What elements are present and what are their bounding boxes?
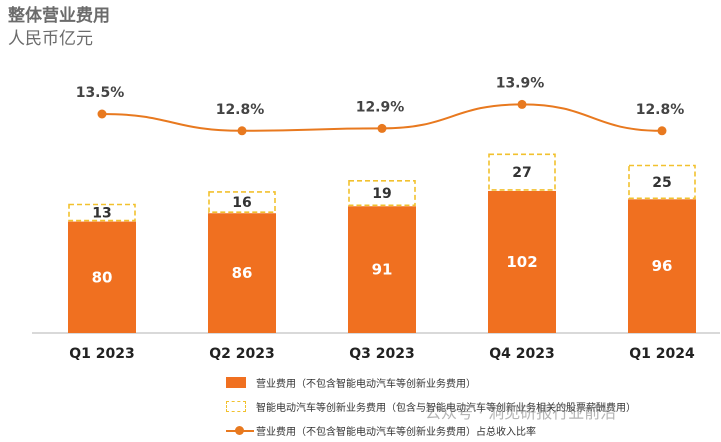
legend-label-operating-expense: 营业费用（不包含智能电动汽车等创新业务费用） <box>256 378 476 390</box>
legend-swatch-dashed <box>226 400 246 412</box>
ratio-label: 13.9% <box>496 75 545 91</box>
chart-unit: 人民币亿元 <box>8 29 93 49</box>
ratio-point <box>517 99 527 109</box>
ratio-point <box>377 123 387 133</box>
ratio-label: 12.8% <box>636 102 685 118</box>
legend-label-ratio: 营业费用（不包含智能电动汽车等创新业务费用）占总收入比率 <box>256 426 536 438</box>
bar-value-label: 96 <box>652 257 673 275</box>
x-tick-label: Q4 2023 <box>489 346 554 362</box>
bar-value-label: 102 <box>506 253 537 271</box>
bar-innovation-expense <box>208 191 276 214</box>
legend-item-ratio: 营业费用（不包含智能电动汽车等创新业务费用）占总收入比率 <box>226 418 636 442</box>
ratio-point <box>657 126 667 136</box>
legend: 营业费用（不包含智能电动汽车等创新业务费用） 智能电动汽车等创新业务费用（包含与… <box>226 370 636 442</box>
x-tick-label: Q1 2024 <box>629 346 695 362</box>
chart-title: 整体营业费用 <box>8 6 110 26</box>
x-tick-label: Q2 2023 <box>209 346 274 362</box>
stack-value-label: 19 <box>372 186 391 202</box>
x-tick-label: Q3 2023 <box>349 346 414 362</box>
bar-value-label: 86 <box>232 264 253 282</box>
bar-operating-expense <box>68 221 136 333</box>
stack-value-label: 27 <box>512 165 531 181</box>
ratio-label: 12.8% <box>216 102 265 118</box>
bar-value-label: 80 <box>92 268 113 286</box>
legend-label-innovation-expense: 智能电动汽车等创新业务费用（包含与智能电动汽车等创新业务相关的股票薪酬费用） <box>256 402 636 414</box>
bar-value-label: 91 <box>372 261 393 279</box>
legend-item-operating-expense: 营业费用（不包含智能电动汽车等创新业务费用） <box>226 370 636 394</box>
legend-swatch-solid <box>226 376 246 388</box>
bar-operating-expense <box>348 206 416 333</box>
ratio-point <box>237 126 247 136</box>
bar-innovation-expense <box>68 203 136 222</box>
bar-operating-expense <box>488 190 556 333</box>
bar-innovation-expense <box>348 180 416 207</box>
stack-value-label: 25 <box>652 175 671 191</box>
ratio-label: 12.9% <box>356 99 405 115</box>
chart-canvas: 80 13 Q1 2023 86 16 Q2 2023 91 19 Q3 2023 102 27 Q4… <box>32 75 720 362</box>
bar-innovation-expense <box>628 164 696 200</box>
x-tick-label: Q1 2023 <box>69 346 134 362</box>
ratio-point <box>97 109 107 119</box>
ratio-label: 13.5% <box>76 85 125 101</box>
bar-operating-expense <box>628 199 696 333</box>
bar-operating-expense <box>208 213 276 333</box>
legend-item-innovation-expense: 智能电动汽车等创新业务费用（包含与智能电动汽车等创新业务相关的股票薪酬费用） <box>226 394 636 418</box>
stack-value-label: 13 <box>92 206 111 222</box>
watermark: 公众号 · 洞见研报行业前沿 <box>425 403 617 422</box>
stack-value-label: 16 <box>232 195 251 211</box>
legend-swatch-line <box>226 425 254 436</box>
bar-innovation-expense <box>488 153 556 191</box>
